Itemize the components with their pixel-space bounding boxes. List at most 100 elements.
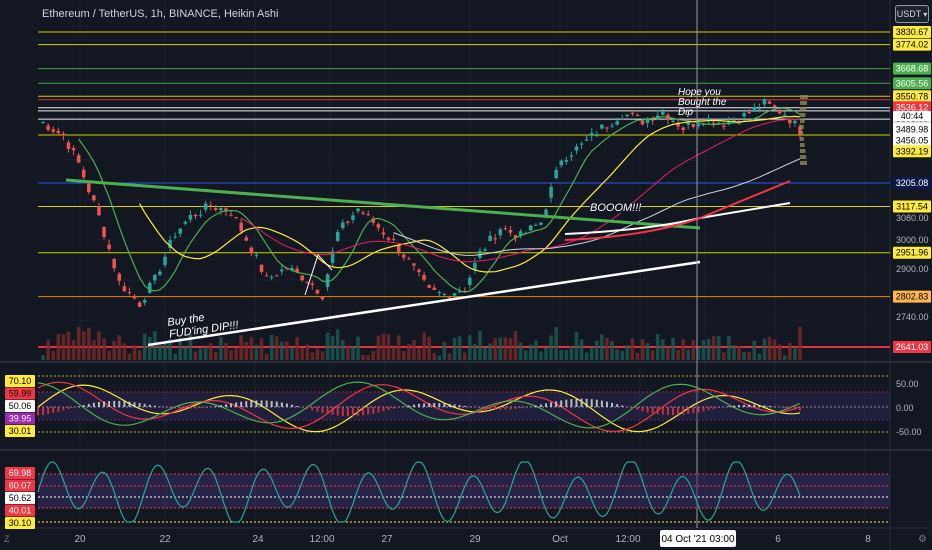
macd-hist-bar xyxy=(62,407,65,411)
macd-hist-bar xyxy=(788,407,791,409)
volume-profile-bar xyxy=(800,101,807,105)
volume-bar xyxy=(208,343,213,360)
price-label: 3830.67 xyxy=(896,27,929,37)
candle-body xyxy=(584,139,589,141)
stoch-level-label: 69.98 xyxy=(9,468,32,478)
candle-body xyxy=(686,122,691,125)
macd-hist-bar xyxy=(153,405,156,407)
ma-long-line-red xyxy=(564,180,791,241)
macd-hist-bar xyxy=(118,400,121,407)
candle-body xyxy=(732,120,736,122)
candle-body xyxy=(752,107,757,112)
candle-body xyxy=(127,292,132,294)
price-label-bg xyxy=(893,341,931,353)
volume-bar xyxy=(554,327,558,360)
candle-body xyxy=(325,274,330,288)
volume-bar xyxy=(508,338,513,360)
volume-bar xyxy=(178,337,183,360)
price-label-bg xyxy=(893,177,931,190)
stoch-level-bg xyxy=(5,467,35,479)
macd-hist-bar xyxy=(636,407,639,410)
volume-bar xyxy=(320,351,325,360)
candle-body xyxy=(544,209,548,216)
macd-hist-bar xyxy=(306,407,309,409)
candle-body xyxy=(203,203,208,210)
resistance-trendline xyxy=(65,178,701,230)
macd-hist-bar xyxy=(600,400,603,407)
macd-hist-bar xyxy=(753,404,756,407)
volume-bar xyxy=(259,338,264,360)
candle-body xyxy=(742,113,746,117)
macd-hist-bar xyxy=(336,407,339,416)
candle-body xyxy=(320,296,325,300)
candle-body xyxy=(305,281,310,283)
volume-bar xyxy=(691,340,696,360)
volume-bar xyxy=(87,327,91,360)
macd-hist-bar xyxy=(199,407,202,409)
volume-bar xyxy=(285,341,289,360)
volume-bar xyxy=(249,337,254,360)
currency-label: USDT xyxy=(896,9,922,19)
candle-body xyxy=(457,291,462,293)
candle-body xyxy=(727,121,731,124)
volume-bar xyxy=(188,333,193,360)
macd-hist-bar xyxy=(646,407,649,413)
volume-bar xyxy=(742,351,746,360)
macd-hist-bar xyxy=(727,406,730,407)
price-label: 2641.03 xyxy=(896,342,929,352)
candle-body xyxy=(676,122,680,127)
time-tick-label: 29 xyxy=(469,534,481,545)
candle-body xyxy=(711,122,716,125)
time-tick-label: 12:00 xyxy=(309,534,334,545)
volume-bar xyxy=(137,350,142,360)
time-tick-label: 27 xyxy=(381,534,393,545)
macd-hist-bar xyxy=(87,403,90,407)
volume-bar xyxy=(544,347,548,360)
price-label-bg xyxy=(893,145,931,158)
volume-bar xyxy=(422,332,426,360)
macd-hist-bar xyxy=(499,407,502,410)
stoch-level-bg xyxy=(5,517,35,529)
price-label: 3668.68 xyxy=(896,64,929,74)
candle-body xyxy=(264,275,269,277)
price-label-bg xyxy=(893,77,931,90)
stoch-level-bg xyxy=(5,492,35,504)
macd-hist-bar xyxy=(194,407,197,409)
volume-bar xyxy=(493,338,497,360)
price-labels: 3830.67 3774.02 3668.68 3605.56 3550.783536.… xyxy=(5,26,931,529)
candle-body xyxy=(691,123,696,127)
volume-bar xyxy=(203,346,208,360)
macd-hist-bar xyxy=(443,403,446,407)
volume-bar xyxy=(722,352,726,360)
candle-body xyxy=(142,300,147,303)
volume-bar xyxy=(635,353,640,360)
candle-body xyxy=(534,224,538,226)
currency-button[interactable]: USDT ▾ xyxy=(895,5,929,23)
volume-bar xyxy=(219,337,223,360)
macd-hist-bar xyxy=(133,402,136,407)
candle-body xyxy=(559,160,564,166)
macd-hist-bar xyxy=(143,403,146,407)
price-label: 3456.05 xyxy=(896,135,929,145)
axes: 20 22 24 12:00 27 29 Oct 12:00 04 Oct '21 03:00 6… xyxy=(4,213,929,547)
macd-hist-bar xyxy=(514,407,517,409)
macd-hist-bar xyxy=(656,407,659,415)
candle-body xyxy=(132,296,137,299)
macd-hist-bar xyxy=(463,405,466,407)
volume-profile-bar xyxy=(800,113,806,117)
volume-bar xyxy=(41,355,45,360)
volume-bar xyxy=(727,335,731,360)
macd-hist-bar xyxy=(489,407,492,410)
macd-hist-bar xyxy=(570,399,573,407)
stoch-level-label: 50.62 xyxy=(9,493,32,503)
moving-average-line xyxy=(139,115,801,273)
macd-hist-bar xyxy=(661,407,664,415)
volume-bar xyxy=(798,326,802,360)
candle-body xyxy=(214,208,218,210)
volume-bar xyxy=(92,340,96,360)
price-label: 3117.54 xyxy=(896,201,928,211)
price-label: 3392.19 xyxy=(896,146,929,156)
candle-body xyxy=(615,121,619,125)
volume-profile-bar xyxy=(800,107,807,111)
